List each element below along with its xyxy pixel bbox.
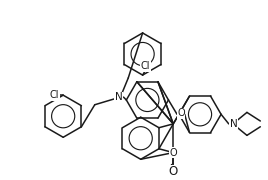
Text: N: N [115, 92, 122, 102]
Text: O: O [177, 108, 185, 118]
Text: Cl: Cl [50, 90, 59, 100]
Text: Cl: Cl [141, 61, 150, 71]
Text: N: N [230, 119, 237, 129]
Text: O: O [169, 148, 177, 158]
Text: O: O [169, 165, 178, 178]
